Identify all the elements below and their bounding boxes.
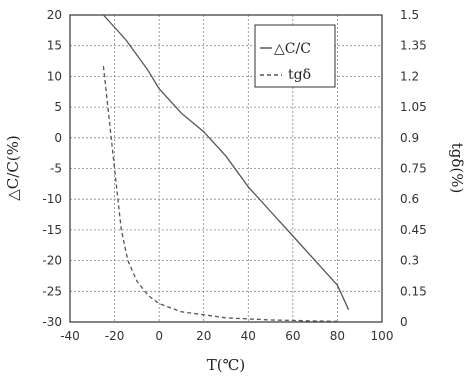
y-left-tick-label: -5 bbox=[50, 162, 62, 176]
y-right-tick-label: 0.3 bbox=[400, 254, 419, 268]
y-left-tick-label: 5 bbox=[54, 100, 62, 114]
legend: △C/C tgδ bbox=[254, 24, 336, 88]
legend-label-tgd: tgδ bbox=[288, 67, 311, 83]
y-left-tick-label: -10 bbox=[42, 192, 62, 206]
y-left-tick-labels: 20 15 10 5 0 -5 -10 -15 -20 -25 -30 bbox=[42, 8, 62, 329]
legend-box bbox=[254, 24, 336, 88]
y-right-tick-label: 0.15 bbox=[400, 284, 427, 298]
y-right-tick-label: 0 bbox=[400, 315, 408, 329]
y-left-tick-label: -15 bbox=[42, 223, 62, 237]
y-right-tick-label: 1.2 bbox=[400, 69, 419, 83]
y-left-tick-label: -20 bbox=[42, 254, 62, 268]
x-tick-label: 40 bbox=[241, 329, 256, 343]
legend-label-dcc: △C/C bbox=[274, 41, 311, 57]
y-right-tick-label: 0.6 bbox=[400, 192, 419, 206]
x-tick-label: 0 bbox=[155, 329, 163, 343]
grid bbox=[70, 15, 382, 322]
y-right-tick-label: 0.9 bbox=[400, 131, 419, 145]
x-tick-label: -40 bbox=[60, 329, 80, 343]
x-tick-label: 100 bbox=[371, 329, 394, 343]
y-left-tick-label: 20 bbox=[47, 8, 62, 22]
y-left-tick-label: -25 bbox=[42, 284, 62, 298]
series-layer bbox=[102, 14, 350, 323]
y-right-tick-labels: 1.5 1.35 1.2 1.05 0.9 0.75 0.6 0.45 0.3 0.15 0 bbox=[400, 8, 427, 329]
plot-frame bbox=[69, 14, 383, 323]
x-tick-label: 20 bbox=[196, 329, 211, 343]
series-line-tgd bbox=[102, 66, 338, 323]
x-tick-label: 60 bbox=[285, 329, 300, 343]
y-left-tick-label: 10 bbox=[47, 69, 62, 83]
y-right-tick-label: 0.45 bbox=[400, 223, 427, 237]
y-right-tick-label: 1.35 bbox=[400, 39, 427, 53]
series-line-dcc bbox=[102, 14, 350, 310]
x-axis-title: T(℃) bbox=[207, 356, 246, 374]
y-left-tick-label: 0 bbox=[54, 131, 62, 145]
y-left-tick-label: 15 bbox=[47, 39, 62, 53]
y-left-axis-title: △C/C(%) bbox=[4, 135, 22, 201]
y-right-tick-label: 1.5 bbox=[400, 8, 419, 22]
y-left-tick-label: -30 bbox=[42, 315, 62, 329]
x-tick-label: 80 bbox=[330, 329, 345, 343]
y-right-axis-title: tgδ(%) bbox=[448, 143, 466, 194]
y-right-tick-label: 0.75 bbox=[400, 162, 427, 176]
x-tick-labels: -40 -20 0 20 40 60 80 100 bbox=[60, 329, 393, 343]
x-tick-label: -20 bbox=[105, 329, 125, 343]
y-right-tick-label: 1.05 bbox=[400, 100, 427, 114]
